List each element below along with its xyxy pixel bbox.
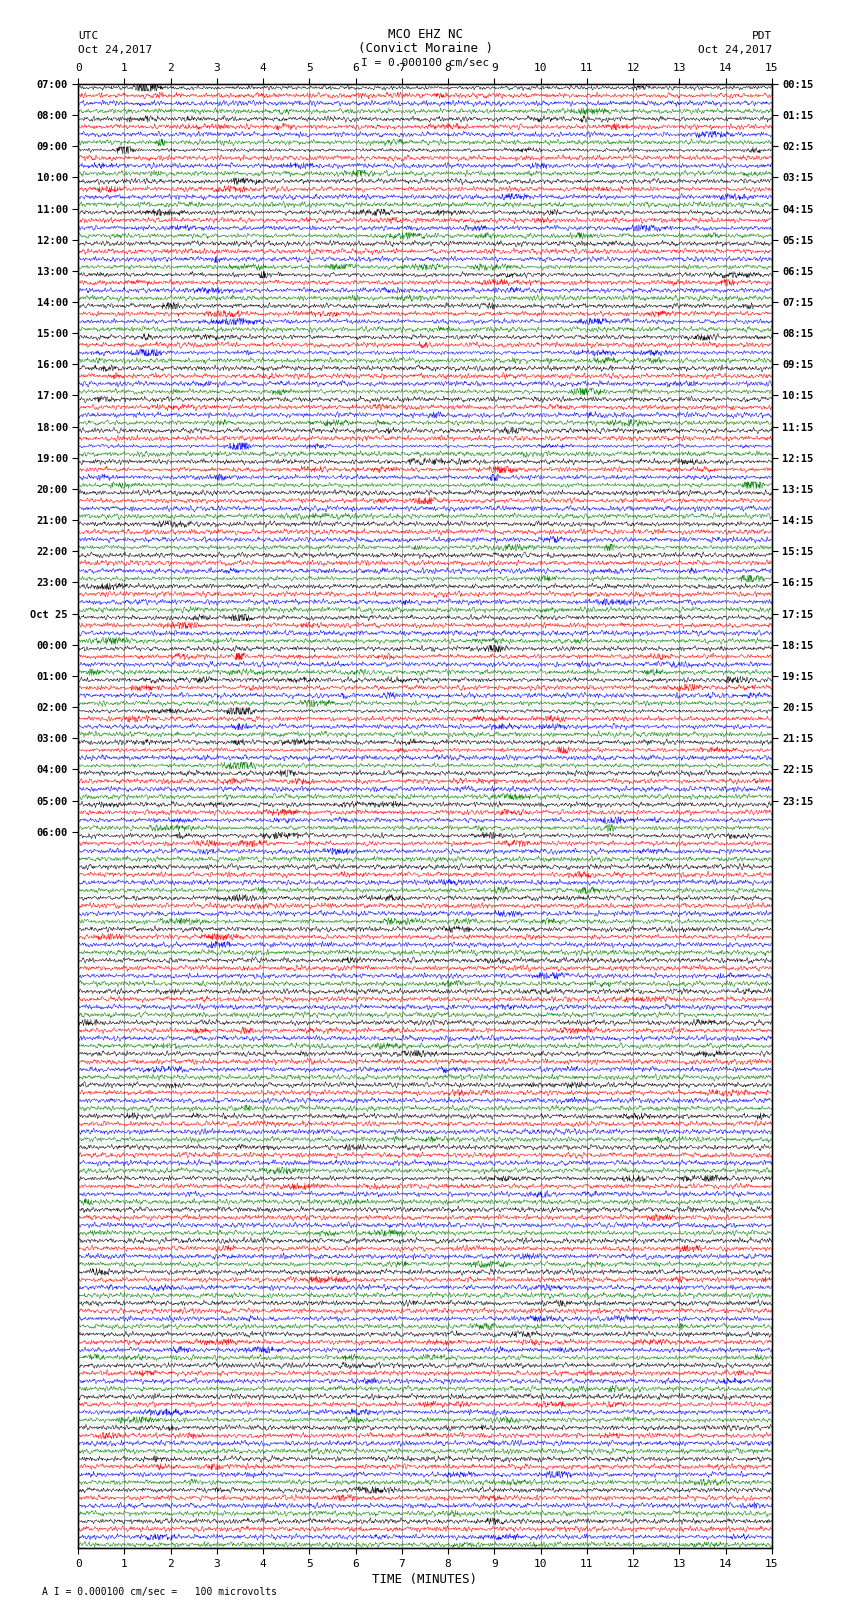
Text: A I = 0.000100 cm/sec =   100 microvolts: A I = 0.000100 cm/sec = 100 microvolts (42, 1587, 277, 1597)
X-axis label: TIME (MINUTES): TIME (MINUTES) (372, 1573, 478, 1586)
Text: UTC: UTC (78, 31, 99, 40)
Text: MCO EHZ NC: MCO EHZ NC (388, 27, 462, 40)
Text: I = 0.000100 cm/sec: I = 0.000100 cm/sec (361, 58, 489, 68)
Text: Oct 24,2017: Oct 24,2017 (698, 45, 772, 55)
Text: Oct 24,2017: Oct 24,2017 (78, 45, 152, 55)
Text: (Convict Moraine ): (Convict Moraine ) (358, 42, 492, 55)
Text: PDT: PDT (751, 31, 772, 40)
